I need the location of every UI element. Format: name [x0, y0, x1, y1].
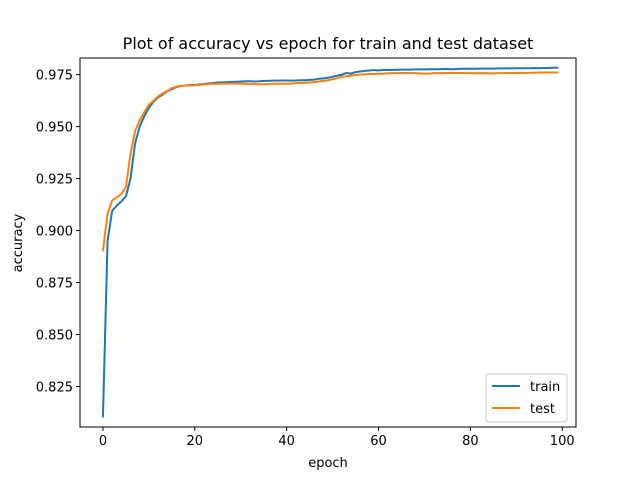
x-tick-label: 60 [370, 434, 387, 449]
legend-label-train: train [530, 380, 560, 395]
x-axis-title: epoch [308, 456, 348, 471]
y-tick-label: 0.925 [36, 173, 73, 188]
y-tick-label: 0.950 [36, 121, 73, 136]
x-tick-label: 100 [550, 434, 575, 449]
y-tick-label: 0.825 [36, 380, 73, 395]
series-line-test [101, 71, 559, 252]
x-tick-label: 20 [187, 434, 204, 449]
x-tick-label: 40 [278, 434, 295, 449]
series-layer [101, 66, 559, 418]
y-axis-title: accuracy [11, 213, 26, 272]
y-tick-label: 0.875 [36, 277, 73, 292]
legend-label-test: test [530, 402, 555, 417]
axis-ticks: 0 20 40 60 80 100 0.825 0.850 0.875 0.900 0.925 0.9… [36, 69, 575, 449]
x-tick-label: 0 [99, 434, 107, 449]
y-tick-label: 0.900 [36, 225, 73, 240]
chart-title: Plot of accuracy vs epoch for train and … [123, 34, 534, 53]
y-tick-label: 0.850 [36, 328, 73, 343]
y-tick-label: 0.975 [36, 69, 73, 84]
x-tick-label: 80 [462, 434, 479, 449]
plot-frame [79, 57, 577, 428]
legend: train test [485, 373, 568, 423]
